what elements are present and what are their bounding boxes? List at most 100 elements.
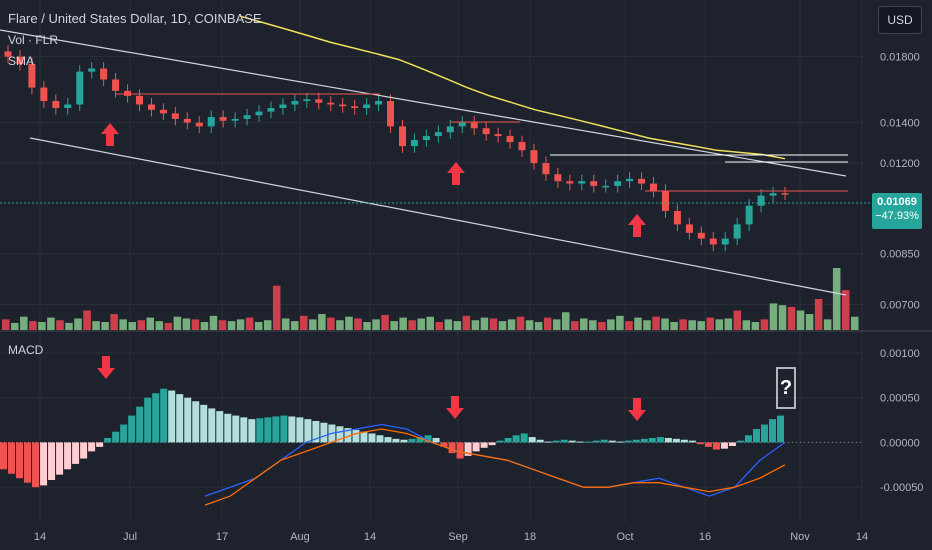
macd-histogram-bar: [544, 441, 552, 443]
candle-body: [542, 163, 550, 175]
volume-bar: [832, 268, 841, 330]
candle-body: [183, 118, 191, 123]
sma-line: [239, 15, 786, 160]
macd-histogram-bar: [440, 442, 448, 447]
volume-bar: [20, 316, 28, 330]
macd-histogram-bar: [216, 411, 224, 443]
x-tick-label: Jul: [123, 531, 137, 543]
candle-body: [638, 178, 646, 184]
macd-histogram-bar: [416, 437, 424, 443]
volume-bar: [110, 314, 118, 330]
volume-bar: [516, 316, 525, 330]
x-tick-label: 14: [364, 531, 376, 543]
candle-body: [554, 174, 562, 182]
x-tick-label: Nov: [790, 531, 810, 543]
macd-histogram-bar: [272, 416, 280, 443]
volume-bar: [200, 322, 209, 330]
macd-histogram-bar: [256, 418, 264, 443]
volume-bar: [607, 319, 615, 330]
macd-histogram-bar: [504, 437, 512, 443]
volume-bar: [841, 290, 850, 330]
volume-bar: [724, 318, 733, 330]
macd-histogram-bar: [656, 437, 664, 443]
macd-histogram-bar: [168, 390, 176, 443]
macd-histogram-bar: [720, 442, 728, 449]
macd-histogram-bar: [456, 442, 464, 459]
volume-bar: [164, 322, 173, 330]
x-tick-label: 16: [699, 531, 711, 543]
down-arrow-icon: [97, 356, 115, 379]
macd-histogram-bar: [744, 435, 752, 443]
candle-body: [434, 132, 442, 137]
volume-bar: [634, 317, 642, 330]
macd-histogram-bar: [368, 433, 376, 443]
candle-body: [40, 87, 48, 102]
macd-histogram-bar: [536, 439, 544, 443]
volume-bar: [65, 322, 73, 330]
currency-button[interactable]: USD: [878, 6, 922, 34]
volume-bar: [543, 317, 552, 330]
macd-tick-label: 0.00100: [880, 348, 920, 360]
channel-lower-line: [29, 137, 847, 296]
volume-bar: [345, 316, 353, 330]
down-arrow-icon: [628, 398, 646, 421]
candle-body: [267, 108, 275, 112]
candle-body: [614, 181, 622, 186]
candle-body: [685, 224, 693, 233]
macd-histogram-bar: [224, 413, 232, 443]
volume-bar: [643, 320, 651, 330]
volume-bar: [146, 317, 155, 330]
volume-bar: [291, 321, 299, 330]
volume-bar: [823, 319, 832, 330]
volume-bar: [507, 319, 516, 330]
volume-bar: [625, 321, 633, 330]
volume-bar: [480, 317, 489, 330]
macd-histogram-bar: [384, 437, 392, 443]
volume-bar: [390, 321, 398, 330]
macd-histogram-bar: [624, 440, 632, 443]
volume-bar: [670, 322, 678, 330]
volume-bar: [805, 314, 814, 330]
macd-histogram-bar: [312, 420, 320, 443]
candle-body: [387, 101, 395, 127]
macd-label: MACD: [8, 343, 44, 357]
volume-bar: [56, 320, 64, 330]
price-tick-label: 0.00850: [880, 249, 920, 261]
macd-histogram-bar: [352, 429, 360, 443]
candle-body: [159, 109, 167, 114]
macd-histogram-bar: [176, 394, 184, 443]
macd-histogram-bar: [264, 417, 272, 443]
macd-histogram-bar: [568, 440, 576, 443]
candle-body: [291, 101, 299, 105]
volume-bar: [444, 319, 453, 330]
volume-bar: [155, 321, 164, 330]
macd-histogram-bar: [152, 393, 160, 443]
candle-body: [16, 56, 24, 65]
volume-bar: [751, 322, 760, 330]
candle-body: [697, 232, 705, 239]
candle-body: [446, 126, 454, 133]
volume-bar: [580, 318, 588, 330]
macd-histogram-bar: [120, 424, 128, 443]
volume-bar: [173, 316, 182, 330]
volume-bar: [661, 318, 669, 330]
volume-bar: [399, 317, 407, 330]
macd-histogram-bar: [296, 417, 304, 443]
question-box: ?: [776, 367, 796, 409]
candle-body: [410, 140, 418, 147]
volume-bar: [426, 316, 435, 330]
macd-histogram-bar: [320, 422, 328, 443]
price-tick-label: 0.01200: [880, 158, 920, 170]
macd-histogram-bar: [160, 388, 168, 443]
volume-bar: [83, 310, 91, 330]
volume-bar: [616, 315, 624, 330]
volume-bar: [11, 322, 19, 330]
macd-histogram-bar: [304, 419, 312, 443]
macd-histogram-bar: [80, 442, 88, 459]
macd-histogram-bar: [424, 435, 432, 443]
candle-body: [602, 185, 610, 188]
macd-histogram-bar: [512, 435, 520, 443]
volume-label: Vol · FLR: [8, 33, 59, 47]
macd-tick-label: 0.00000: [880, 437, 920, 449]
macd-histogram-bar: [472, 442, 480, 452]
